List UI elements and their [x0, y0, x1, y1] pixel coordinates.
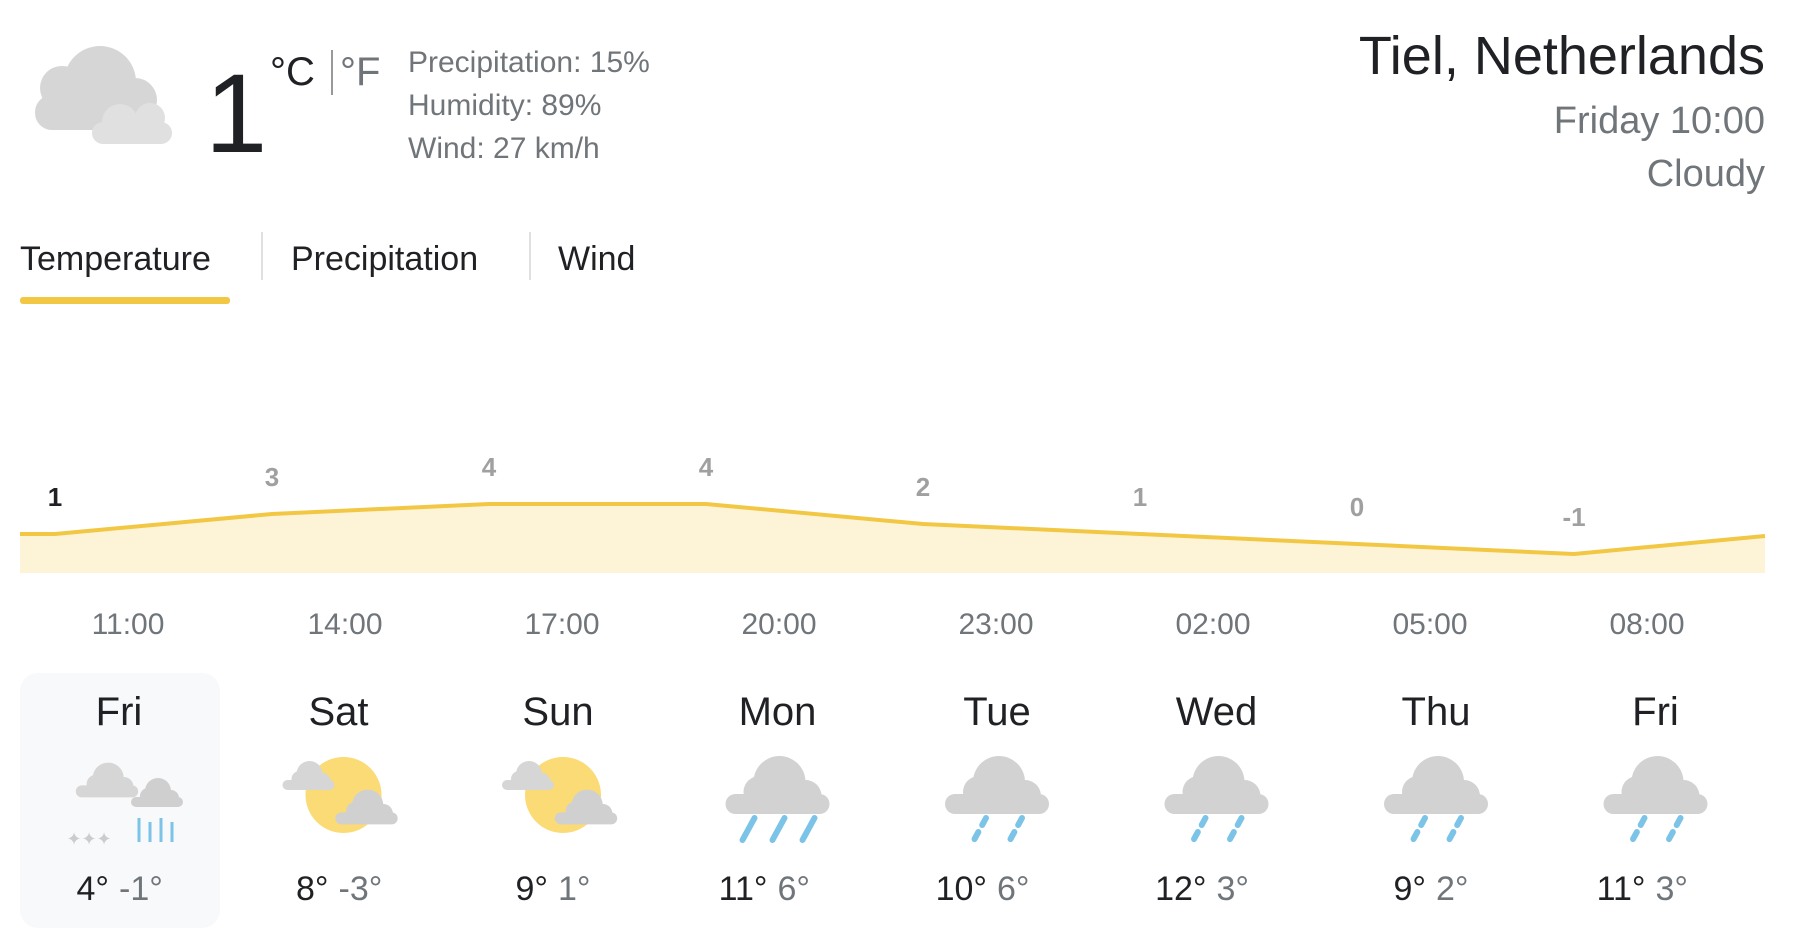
hour-label: 23:00 — [958, 608, 1033, 641]
day-name: Mon — [739, 690, 817, 734]
date-time: Friday 10:00 — [1554, 100, 1765, 142]
cloud-part — [725, 794, 830, 814]
humidity: Humidity: 89% — [408, 89, 601, 122]
low-temp: 3° — [1656, 870, 1689, 908]
rain — [1190, 815, 1209, 843]
rain — [1446, 815, 1464, 843]
day-name: Thu — [1402, 690, 1471, 734]
high-temp: 8° — [296, 870, 329, 908]
low-temp: 6° — [997, 870, 1030, 908]
high-temp: 12° — [1155, 870, 1206, 908]
cloud-part — [554, 812, 618, 825]
high-temp: 11° — [719, 870, 768, 908]
weather-icon: ✦ ✦ ✦ — [66, 762, 183, 849]
snow: ✦ — [81, 829, 96, 849]
hour-label: 05:00 — [1392, 608, 1467, 641]
rain — [769, 815, 788, 843]
selected-day-card[interactable] — [20, 673, 220, 928]
day-name: Wed — [1176, 690, 1258, 734]
hour-label: 08:00 — [1609, 608, 1684, 641]
temperature-label: 4 — [699, 452, 714, 482]
snow: ✦ — [96, 829, 111, 849]
low-temp: 6° — [778, 870, 811, 908]
wind: Wind: 27 km/h — [408, 132, 600, 165]
day-name: Fri — [96, 690, 143, 734]
high-temp: 9° — [515, 870, 548, 908]
weather-icon — [725, 756, 830, 843]
rain — [1665, 815, 1684, 843]
cloud-part — [282, 780, 335, 790]
low-temp: -1° — [119, 870, 163, 908]
weather-icon — [945, 756, 1049, 843]
hour-label: 02:00 — [1175, 608, 1250, 641]
cloud-part — [335, 812, 398, 825]
rain — [1007, 815, 1025, 843]
temperature-label: 0 — [1350, 492, 1364, 522]
location: Tiel, Netherlands — [1359, 26, 1765, 86]
hour-label: 11:00 — [92, 608, 165, 641]
high-temp: 10° — [936, 870, 987, 908]
cloud-part — [1164, 794, 1269, 814]
rain — [971, 815, 989, 843]
temperature-label: 3 — [265, 462, 279, 492]
rain — [1410, 815, 1428, 843]
rain — [1629, 815, 1648, 843]
tab[interactable]: Precipitation — [291, 240, 478, 278]
temperature-label: 1 — [1133, 482, 1147, 512]
weather-icon — [1603, 756, 1708, 843]
unit-celsius[interactable]: °C — [270, 50, 315, 94]
cloud-part — [1603, 794, 1708, 814]
weather-icon — [1164, 756, 1269, 843]
temperature-label: 2 — [916, 472, 930, 502]
day-name: Tue — [963, 690, 1030, 734]
low-temp: 1° — [558, 870, 591, 908]
cloud-part — [502, 780, 554, 790]
low-temp: -3° — [339, 870, 383, 908]
high-temp: 4° — [76, 870, 109, 908]
low-temp: 2° — [1436, 870, 1469, 908]
high-temp: 11° — [1597, 870, 1646, 908]
day-name: Sat — [308, 690, 368, 734]
cloud-part — [131, 797, 183, 807]
weather-icon — [502, 757, 618, 833]
unit-fahrenheit[interactable]: °F — [340, 50, 380, 94]
tab[interactable]: Temperature — [20, 240, 211, 278]
temperature-label: 4 — [482, 452, 497, 482]
high-temp: 9° — [1393, 870, 1426, 908]
low-temp: 3° — [1217, 870, 1250, 908]
hour-label: 14:00 — [307, 608, 382, 641]
precipitation: Precipitation: 15% — [408, 46, 650, 79]
weather-icon — [282, 757, 398, 833]
weather-icon — [1384, 756, 1488, 843]
rain — [1226, 815, 1245, 843]
temperature-label: -1 — [1562, 502, 1585, 532]
temperature-label: 1 — [48, 482, 62, 512]
cloud-part — [1384, 794, 1488, 814]
cloud-part — [945, 794, 1049, 814]
temperature-area — [20, 504, 1765, 573]
rain — [739, 815, 758, 843]
condition: Cloudy — [1647, 153, 1765, 195]
current-icon — [35, 46, 172, 144]
tab[interactable]: Wind — [558, 240, 635, 278]
day-name: Fri — [1632, 690, 1679, 734]
rain — [799, 815, 818, 843]
temperature-line — [20, 502, 1766, 557]
current-temperature: 1 — [205, 51, 267, 176]
snow: ✦ — [66, 829, 81, 849]
tab-underline — [20, 297, 230, 304]
day-name: Sun — [522, 690, 593, 734]
cloud-part — [75, 785, 139, 798]
hour-label: 20:00 — [741, 608, 816, 641]
hour-label: 17:00 — [524, 608, 599, 641]
